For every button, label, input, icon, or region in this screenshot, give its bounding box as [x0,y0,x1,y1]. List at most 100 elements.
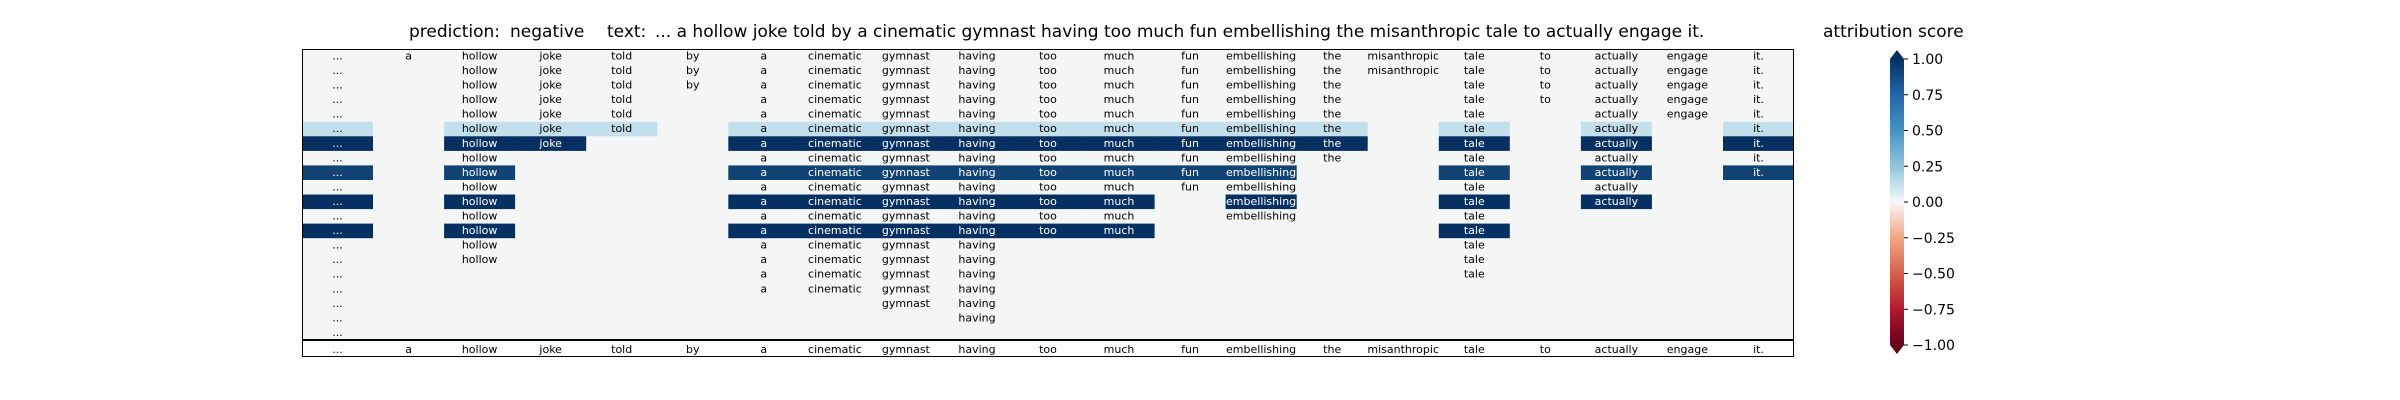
token-label: gymnast [882,239,931,252]
heat-cell [1083,78,1155,94]
heat-cell [941,107,1013,123]
heat-cell [1509,92,1582,108]
token-label: a [760,50,767,63]
token-label: cinematic [808,180,862,193]
token-label: tale [1464,253,1485,266]
heat-cell [373,267,445,283]
bottom-token-label: engage [1667,343,1708,356]
token-label: ... [332,180,343,193]
heat-cell [657,223,729,239]
heat-cell [515,165,587,181]
heat-cell [1651,136,1724,152]
colorbar-tick-label: 0.25 [1912,159,1943,175]
token-label: by [686,64,700,77]
heat-cell [1296,165,1369,181]
token-label: gymnast [882,93,931,106]
heat-cell [1509,252,1582,268]
token-label: actually [1595,122,1639,135]
token-label: hollow [462,108,498,121]
heat-cell [1225,223,1298,239]
heat-cell [302,296,374,312]
text-label: text: [607,22,647,42]
heat-cell [799,325,871,341]
heat-cell [1296,121,1369,137]
heat-cell [1438,296,1511,312]
heat-cell [1723,296,1794,312]
heat-cell [799,238,871,254]
heat-cell [586,107,658,123]
heat-cell [1651,223,1724,239]
token-label: having [958,93,995,106]
token-label: cinematic [808,64,862,77]
heat-cell [1651,194,1724,210]
heat-cell [870,165,942,181]
token-label: gymnast [882,268,931,281]
token-label: hollow [462,195,498,208]
token-label: cinematic [808,137,862,150]
heat-cell [941,165,1013,181]
token-label: having [958,79,995,92]
token-label: a [760,93,767,106]
heat-cell [1154,325,1227,341]
colorbar-tick-label: −0.75 [1912,302,1955,318]
heat-cell [1296,310,1369,326]
heat-cell [728,121,800,137]
heat-cell [1012,194,1084,210]
token-label: having [958,180,995,193]
heat-cell [1225,310,1298,326]
token-label: tale [1464,79,1485,92]
heat-cell [1367,150,1440,166]
heat-cell [1723,78,1794,94]
heat-cell [1580,267,1653,283]
heat-cell [1083,49,1155,65]
token-label: gymnast [882,108,931,121]
token-label: much [1104,122,1135,135]
colorbar-tick-label: −1.00 [1912,338,1955,354]
heat-cell [870,267,942,283]
heat-cell [1296,136,1369,152]
heat-cell [1225,281,1298,297]
heat-cell [870,238,942,254]
heat-cell [1509,325,1582,341]
colorbar-gradient [1890,59,1904,345]
heat-cell [1367,325,1440,341]
heat-cell [1651,121,1724,137]
heat-cell [1012,296,1084,312]
heat-cell [1651,63,1724,79]
heat-cell [302,209,374,225]
heat-cell [799,281,871,297]
heat-cell [515,107,587,123]
heat-cell [1509,296,1582,312]
heat-cell [586,136,658,152]
heat-cell [515,281,587,297]
heat-cell [1367,165,1440,181]
heat-cell [1509,194,1582,210]
heat-cell [1651,281,1724,297]
heat-cell [302,150,374,166]
heat-cell [870,296,942,312]
heat-cell [1580,281,1653,297]
heat-cell [1723,121,1794,137]
heat-cell [1438,63,1511,79]
token-label: tale [1464,137,1485,150]
token-label: gymnast [882,50,931,63]
heat-cell [1723,310,1794,326]
heat-cell [657,107,729,123]
heat-cell [728,78,800,94]
token-label: gymnast [882,297,931,310]
token-label: ... [332,239,343,252]
heat-cell [1438,252,1511,268]
bottom-token-label: having [958,343,995,356]
heat-cell [1580,78,1653,94]
attribution-heatmap: ... a hollow joke told by a cinematic gymnast hav… [302,49,1794,357]
heat-cell [1651,252,1724,268]
heat-cell [444,121,516,137]
heat-cell [302,165,374,181]
token-label: hollow [462,151,498,164]
heat-cell [515,63,587,79]
heat-cell [302,310,374,326]
heat-cell [799,150,871,166]
token-label: cinematic [808,122,862,135]
heat-cell [444,325,516,341]
heat-cell [1509,180,1582,196]
